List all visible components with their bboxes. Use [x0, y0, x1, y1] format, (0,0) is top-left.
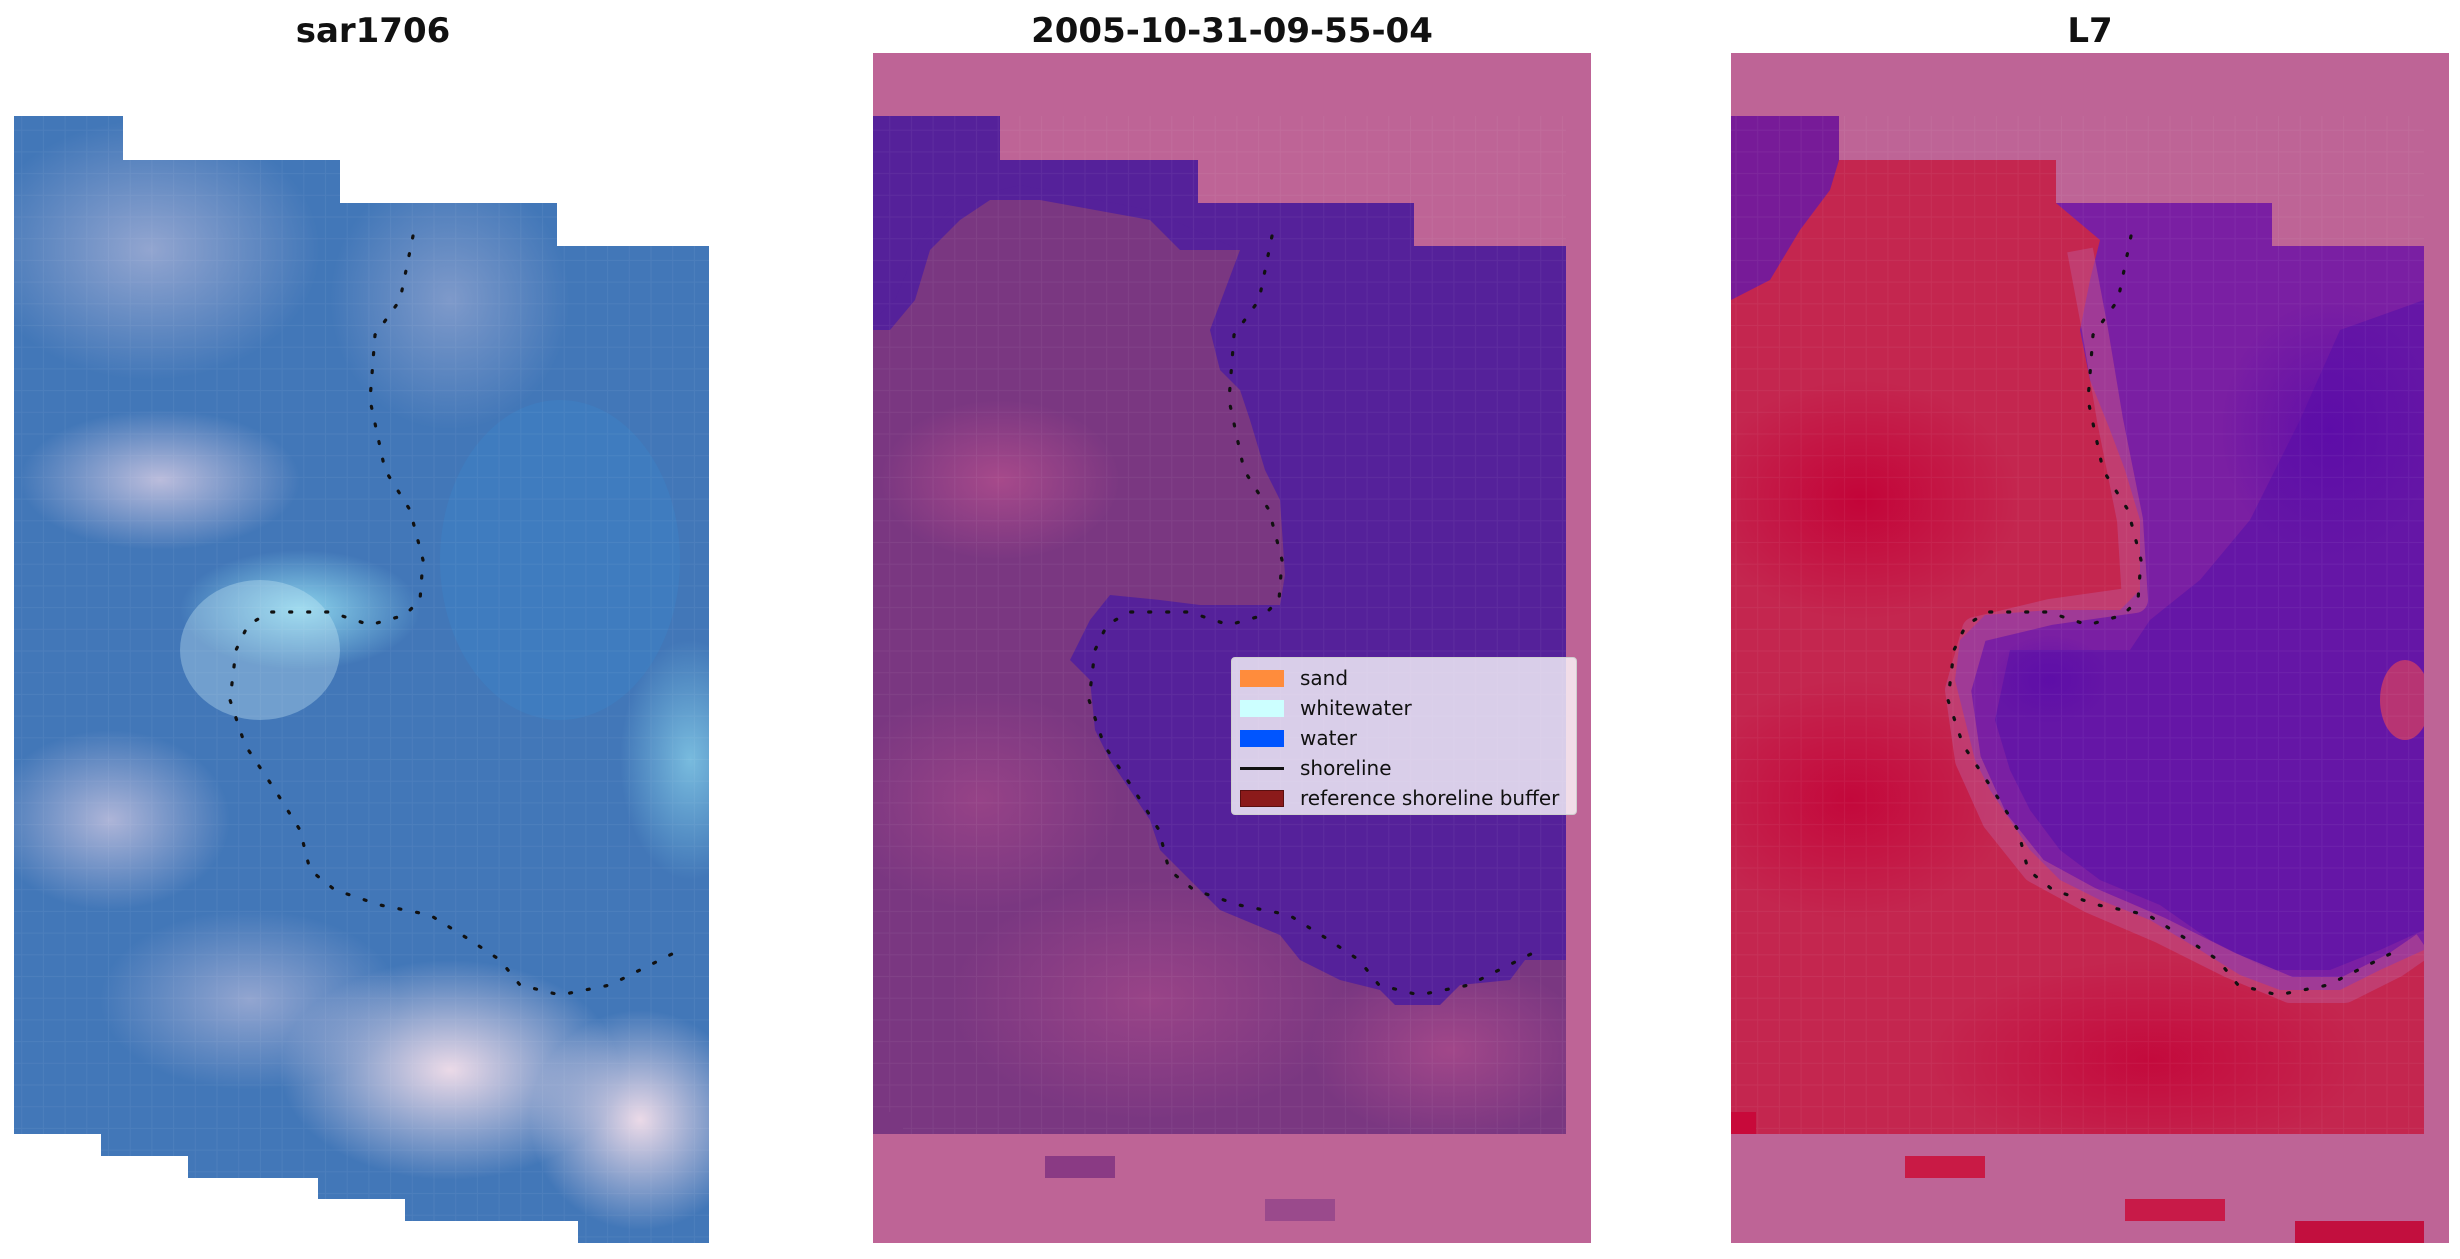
- legend-label-whitewater: whitewater: [1300, 696, 1412, 720]
- classified-image: [873, 53, 1591, 1243]
- index-image: [1731, 53, 2449, 1243]
- shoreline-classified: [1087, 234, 1541, 997]
- legend-label-shoreline: shoreline: [1300, 756, 1392, 780]
- shoreline-index: [1946, 234, 2400, 997]
- legend-line-shoreline: [1240, 766, 1284, 770]
- panel-title-classified: 2005-10-31-09-55-04: [1031, 11, 1433, 51]
- legend-item-sand: sand: [1240, 663, 1568, 693]
- legend-label-sand: sand: [1300, 666, 1349, 690]
- legend-item-reference-buffer: reference shoreline buffer: [1240, 783, 1568, 813]
- panel-title-rgb: sar1706: [295, 11, 451, 51]
- legend-swatch-sand: [1240, 669, 1284, 687]
- legend-label-reference-buffer: reference shoreline buffer: [1300, 786, 1560, 810]
- legend-item-water: water: [1240, 723, 1568, 753]
- rgb-image: [14, 116, 709, 1243]
- legend-item-whitewater: whitewater: [1240, 693, 1568, 723]
- legend-label-water: water: [1300, 726, 1357, 750]
- legend: sand whitewater water shoreline referenc…: [1231, 657, 1577, 815]
- legend-swatch-reference-buffer: [1240, 789, 1284, 807]
- legend-item-shoreline: shoreline: [1240, 753, 1568, 783]
- legend-swatch-whitewater: [1240, 699, 1284, 717]
- panel-title-index: L7: [2067, 11, 2113, 51]
- shoreline-rgb: [228, 234, 682, 997]
- legend-swatch-water: [1240, 729, 1284, 747]
